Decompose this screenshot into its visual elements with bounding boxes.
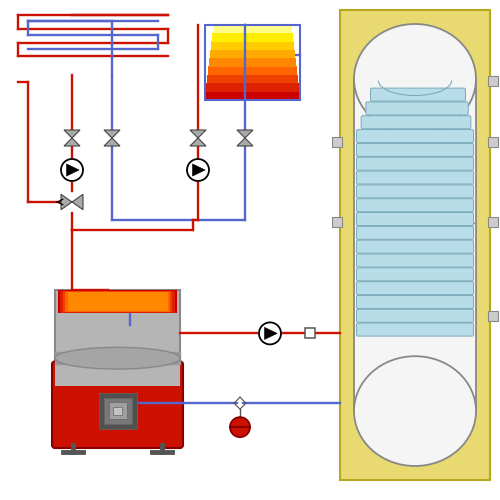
Polygon shape	[72, 194, 83, 210]
Bar	[205, 91, 300, 100]
Bar	[212, 33, 294, 42]
Bar	[209, 58, 296, 66]
Bar	[488, 216, 498, 226]
Bar	[332, 136, 342, 146]
Polygon shape	[64, 130, 80, 138]
Bar	[104, 398, 132, 424]
Bar	[305, 328, 315, 338]
Polygon shape	[192, 164, 205, 176]
Bar	[210, 41, 294, 50]
FancyBboxPatch shape	[356, 254, 474, 267]
Bar	[340, 10, 490, 480]
FancyBboxPatch shape	[356, 198, 474, 211]
Bar	[65, 292, 170, 312]
Bar	[113, 406, 122, 415]
Polygon shape	[190, 130, 206, 138]
Bar	[108, 402, 126, 419]
Ellipse shape	[354, 356, 476, 466]
Polygon shape	[61, 194, 72, 210]
FancyBboxPatch shape	[52, 362, 183, 448]
Circle shape	[61, 159, 83, 181]
FancyBboxPatch shape	[356, 226, 474, 239]
Bar	[206, 83, 299, 92]
Polygon shape	[237, 130, 253, 138]
Ellipse shape	[354, 24, 476, 134]
FancyBboxPatch shape	[356, 157, 474, 170]
Ellipse shape	[55, 348, 180, 369]
Bar	[68, 292, 168, 311]
Bar	[55, 358, 180, 386]
Polygon shape	[237, 138, 253, 146]
Bar	[488, 76, 498, 86]
Bar	[488, 136, 498, 146]
Bar	[488, 310, 498, 320]
FancyBboxPatch shape	[356, 240, 474, 253]
FancyBboxPatch shape	[356, 296, 474, 308]
Circle shape	[230, 417, 250, 437]
Bar	[63, 291, 172, 312]
FancyBboxPatch shape	[356, 323, 474, 336]
Bar	[98, 393, 136, 429]
Bar	[205, 25, 300, 100]
FancyBboxPatch shape	[356, 130, 474, 142]
FancyBboxPatch shape	[356, 212, 474, 226]
Bar	[207, 74, 298, 84]
Polygon shape	[264, 328, 277, 340]
Circle shape	[259, 322, 281, 344]
FancyBboxPatch shape	[370, 88, 466, 101]
FancyBboxPatch shape	[356, 282, 474, 294]
Polygon shape	[64, 138, 80, 146]
Bar	[332, 216, 342, 226]
FancyBboxPatch shape	[366, 102, 468, 115]
FancyBboxPatch shape	[356, 185, 474, 198]
FancyBboxPatch shape	[356, 310, 474, 322]
Bar	[212, 24, 292, 34]
Bar	[55, 290, 180, 386]
Polygon shape	[104, 138, 120, 146]
FancyBboxPatch shape	[361, 116, 471, 128]
Bar	[354, 79, 476, 411]
FancyBboxPatch shape	[356, 171, 474, 184]
Bar	[208, 66, 297, 75]
Polygon shape	[190, 138, 206, 146]
Bar	[60, 290, 174, 312]
FancyBboxPatch shape	[356, 144, 474, 156]
Polygon shape	[104, 130, 120, 138]
Circle shape	[187, 159, 209, 181]
Bar	[210, 50, 295, 58]
Polygon shape	[66, 164, 79, 176]
FancyBboxPatch shape	[356, 268, 474, 281]
Bar	[58, 290, 177, 313]
